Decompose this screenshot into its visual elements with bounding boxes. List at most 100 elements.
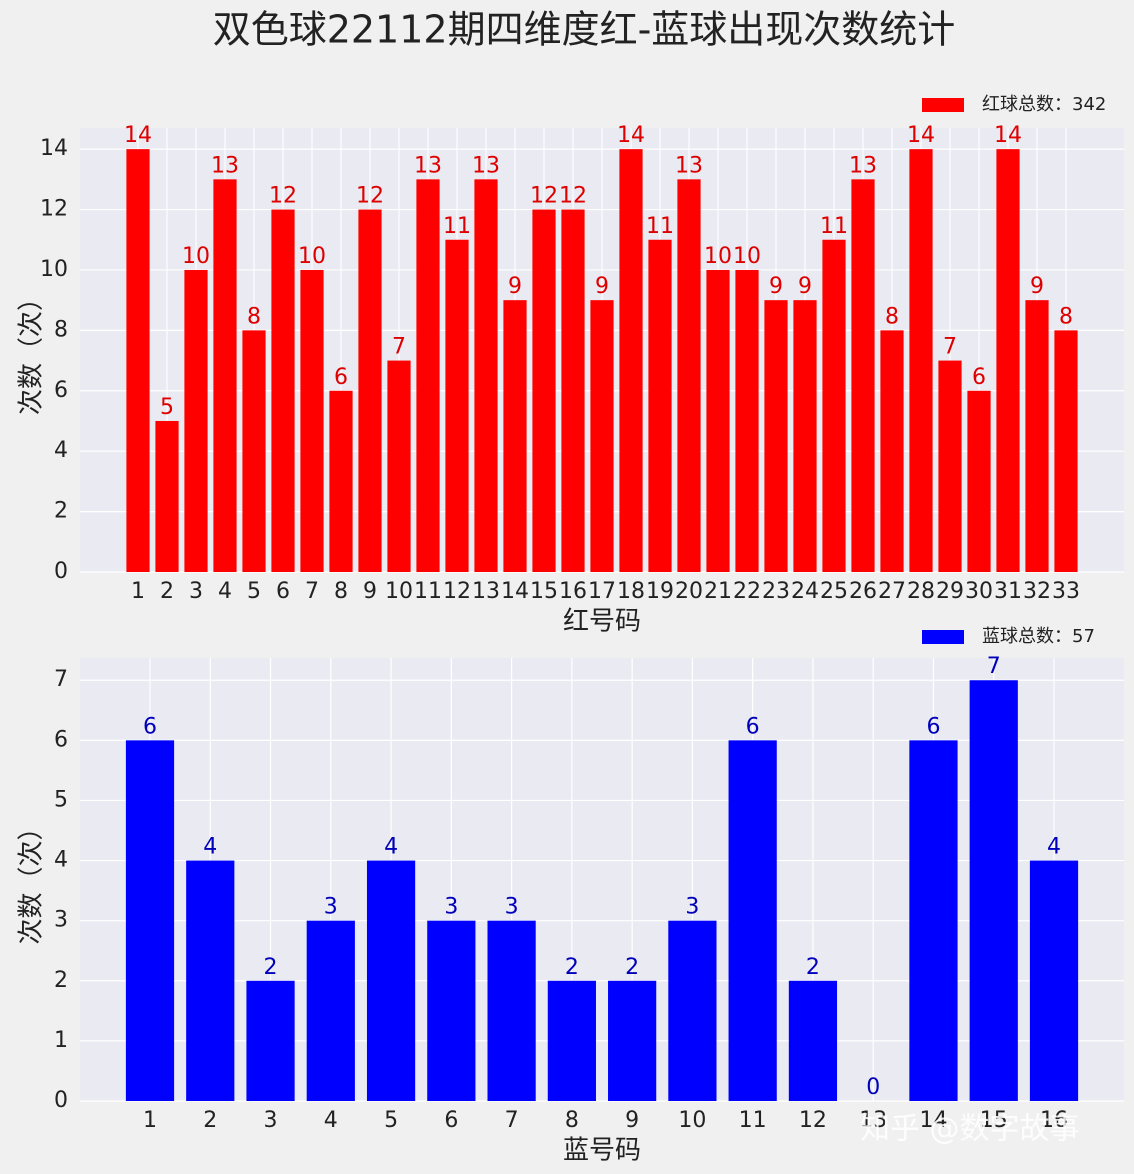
value-label: 8 — [247, 304, 261, 329]
x-tick-label: 5 — [384, 1108, 398, 1133]
bar — [1029, 860, 1079, 1101]
y-tick-label: 2 — [54, 968, 68, 993]
value-label: 7 — [987, 654, 1001, 679]
x-tick-label: 6 — [276, 579, 290, 604]
x-tick-label: 33 — [1052, 579, 1080, 604]
x-tick-label: 13 — [472, 579, 500, 604]
bar — [728, 740, 777, 1101]
bar — [619, 149, 643, 572]
value-label: 10 — [733, 244, 761, 269]
bar — [125, 740, 175, 1101]
legend-label: 红球总数：342 — [982, 94, 1106, 115]
value-label: 14 — [617, 123, 645, 148]
bar — [246, 980, 295, 1101]
value-label: 13 — [675, 153, 703, 178]
bar — [648, 239, 672, 572]
value-label: 5 — [160, 395, 174, 420]
x-tick-label: 29 — [936, 579, 964, 604]
x-tick-label: 11 — [739, 1108, 767, 1133]
x-tick-label: 10 — [385, 579, 413, 604]
value-label: 12 — [356, 184, 384, 209]
x-tick-label: 12 — [799, 1108, 827, 1133]
value-label: 10 — [704, 244, 732, 269]
bar — [358, 209, 382, 572]
value-label: 9 — [1030, 274, 1044, 299]
bar — [561, 209, 585, 572]
value-label: 9 — [798, 274, 812, 299]
value-label: 4 — [1047, 835, 1061, 860]
bar — [668, 920, 717, 1101]
y-tick-label: 12 — [40, 197, 68, 222]
y-tick-label: 5 — [54, 787, 68, 812]
x-tick-label: 31 — [994, 579, 1022, 604]
value-label: 14 — [907, 123, 935, 148]
x-tick-label: 25 — [820, 579, 848, 604]
x-axis-label: 蓝号码 — [563, 1136, 641, 1166]
value-label: 10 — [182, 244, 210, 269]
y-tick-label: 3 — [54, 908, 68, 933]
bar — [851, 179, 875, 573]
y-tick-label: 4 — [54, 438, 68, 463]
y-tick-label: 1 — [54, 1028, 68, 1053]
y-tick-label: 4 — [54, 848, 68, 873]
x-tick-label: 27 — [878, 579, 906, 604]
x-tick-label: 1 — [131, 579, 145, 604]
value-label: 12 — [559, 184, 587, 209]
bar — [503, 300, 527, 572]
value-label: 12 — [269, 184, 297, 209]
value-label: 9 — [595, 274, 609, 299]
x-tick-label: 24 — [791, 579, 819, 604]
bar — [969, 680, 1018, 1101]
bar — [880, 330, 904, 572]
bar — [677, 179, 701, 573]
bar — [271, 209, 295, 572]
x-tick-label: 20 — [675, 579, 703, 604]
y-tick-label: 10 — [40, 257, 68, 282]
x-tick-label: 14 — [501, 579, 529, 604]
bar — [788, 980, 838, 1101]
bar — [706, 269, 730, 572]
bar — [155, 420, 179, 572]
value-label: 12 — [530, 184, 558, 209]
plot-area — [80, 658, 1124, 1101]
value-label: 0 — [866, 1075, 880, 1100]
value-label: 2 — [806, 955, 820, 980]
value-label: 6 — [746, 714, 760, 739]
bar — [213, 179, 237, 573]
value-label: 7 — [943, 335, 957, 360]
x-tick-label: 15 — [980, 1108, 1008, 1133]
bar — [366, 860, 416, 1101]
value-label: 6 — [334, 365, 348, 390]
bar — [547, 980, 596, 1101]
bar — [909, 149, 933, 572]
x-tick-label: 19 — [646, 579, 674, 604]
bar — [793, 300, 817, 572]
x-tick-label: 7 — [505, 1108, 519, 1133]
value-label: 6 — [972, 365, 986, 390]
x-tick-label: 3 — [189, 579, 203, 604]
value-label: 14 — [124, 123, 152, 148]
x-tick-label: 13 — [859, 1108, 887, 1133]
value-label: 9 — [508, 274, 522, 299]
value-label: 6 — [926, 714, 940, 739]
x-tick-label: 22 — [733, 579, 761, 604]
bar — [1025, 300, 1049, 572]
x-tick-label: 8 — [334, 579, 348, 604]
value-label: 4 — [203, 835, 217, 860]
y-tick-label: 6 — [54, 378, 68, 403]
bar — [329, 390, 353, 572]
value-label: 9 — [769, 274, 783, 299]
value-label: 3 — [505, 895, 519, 920]
value-label: 2 — [264, 955, 278, 980]
value-label: 11 — [820, 214, 848, 239]
legend-swatch — [922, 630, 964, 644]
x-tick-label: 28 — [907, 579, 935, 604]
value-label: 3 — [685, 895, 699, 920]
x-tick-label: 32 — [1023, 579, 1051, 604]
legend-label: 蓝球总数：57 — [982, 626, 1095, 647]
value-label: 2 — [625, 955, 639, 980]
x-tick-label: 2 — [160, 579, 174, 604]
bar — [445, 239, 469, 572]
x-tick-label: 2 — [203, 1108, 217, 1133]
x-tick-label: 8 — [565, 1108, 579, 1133]
